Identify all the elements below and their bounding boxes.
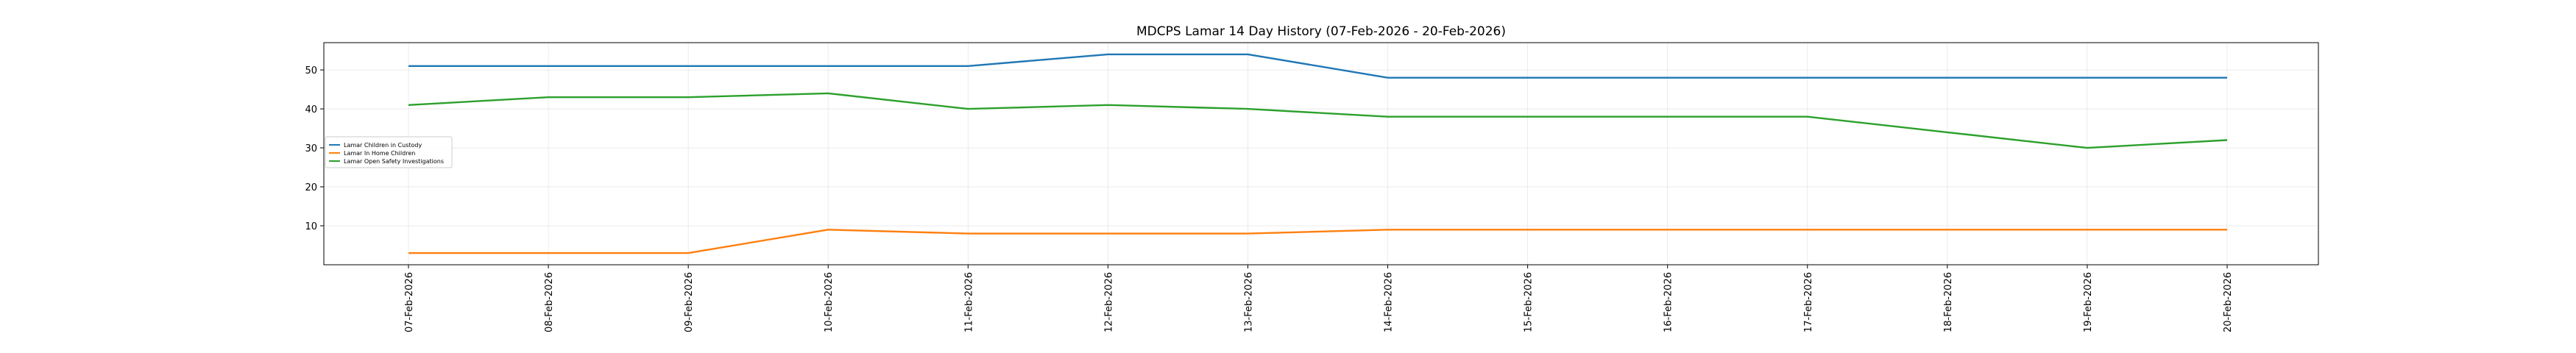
x-tick-label-4: 11-Feb-2026: [963, 272, 974, 332]
x-tick-label-7: 14-Feb-2026: [1384, 272, 1395, 332]
series-line-2: [408, 92, 2228, 149]
x-tick-label-11: 18-Feb-2026: [1943, 272, 1954, 332]
y-tick-label-4: 50: [305, 65, 317, 76]
legend-label-1: Lamar In Home Children: [344, 150, 415, 157]
y-axis-ticks: 10 20 30 40 50: [305, 65, 324, 232]
y-tick-label-3: 40: [305, 104, 317, 115]
legend-label-2: Lamar Open Safety Investigations: [344, 158, 444, 165]
legend-label-0: Lamar Children in Custody: [344, 142, 422, 149]
chart-title: MDCPS Lamar 14 Day History (07-Feb-2026 …: [1136, 24, 1506, 39]
grid: [324, 43, 2318, 265]
x-tick-label-6: 13-Feb-2026: [1243, 272, 1254, 332]
x-tick-label-10: 17-Feb-2026: [1803, 272, 1814, 332]
x-tick-label-5: 12-Feb-2026: [1103, 272, 1114, 332]
x-tick-label-2: 09-Feb-2026: [684, 272, 695, 332]
x-axis-ticks: 07-Feb-2026 08-Feb-2026 09-Feb-2026 10-Feb-…: [404, 265, 2234, 332]
x-tick-label-3: 10-Feb-2026: [824, 272, 835, 332]
y-tick-label-2: 30: [305, 143, 317, 154]
x-tick-label-9: 16-Feb-2026: [1663, 272, 1674, 332]
y-tick-label-0: 10: [305, 221, 317, 232]
x-tick-label-12: 19-Feb-2026: [2083, 272, 2094, 332]
y-tick-label-1: 20: [305, 182, 317, 193]
series-lines: [408, 53, 2228, 254]
x-tick-label-13: 20-Feb-2026: [2223, 272, 2234, 332]
series-line-0: [408, 53, 2227, 79]
legend-box: [325, 136, 453, 168]
x-tick-label-0: 07-Feb-2026: [404, 272, 415, 332]
x-tick-label-1: 08-Feb-2026: [544, 272, 555, 332]
plot-area-frame: [323, 42, 2319, 265]
x-tick-label-8: 15-Feb-2026: [1524, 272, 1535, 332]
series-line-1: [408, 229, 2227, 254]
